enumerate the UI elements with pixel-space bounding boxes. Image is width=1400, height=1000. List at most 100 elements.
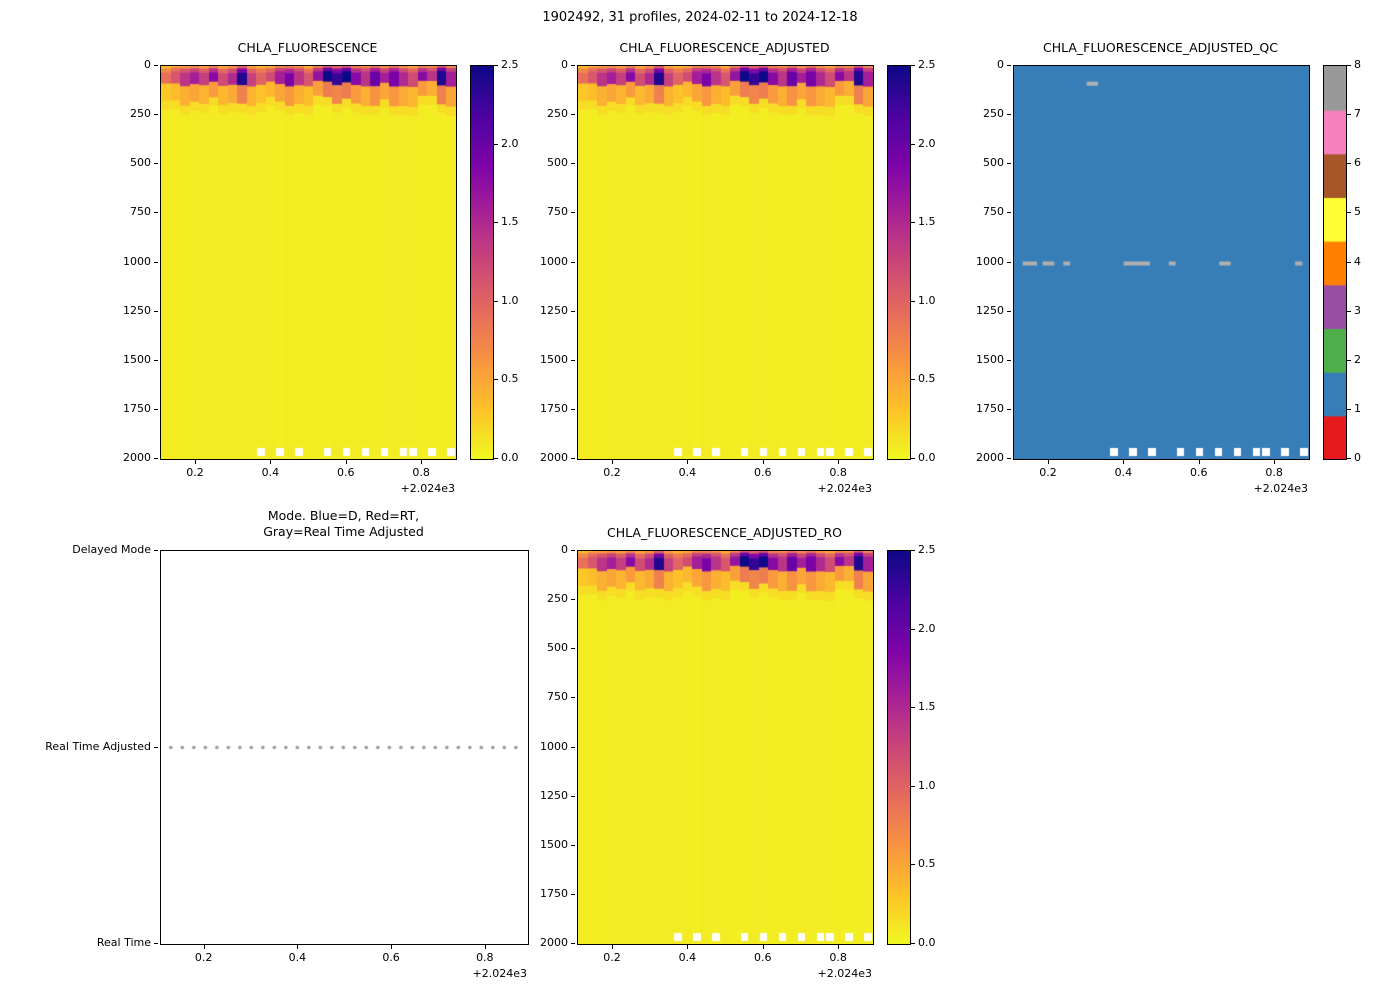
chla-fluorescence-adjusted-ro-y-tick-label: 500 <box>547 641 568 655</box>
chla-fluorescence-adjusted-qc-y-tick-mark <box>1007 360 1011 361</box>
data-mode-y-category-label: Real Time <box>96 936 151 949</box>
data-mode-x-tick-mark <box>391 945 392 949</box>
chla-fluorescence-y-tick-mark <box>154 262 158 263</box>
chla-fluorescence-adjusted-ro-colorbar-tick-mark <box>911 707 915 708</box>
chla-fluorescence-y-tick-mark <box>154 114 158 115</box>
chla-fluorescence-adjusted-ro-y-tick-label: 0 <box>561 543 568 556</box>
chla-fluorescence-adjusted-qc-y-tick-mark <box>1007 212 1011 213</box>
chla-fluorescence-colorbar-tick-label: 1.0 <box>501 293 519 307</box>
chla-fluorescence-y-tick-mark <box>154 311 158 312</box>
chla-fluorescence-adjusted-ro-colorbar-tick-label: 2.5 <box>918 543 936 556</box>
chla-fluorescence-y-tick-label: 1250 <box>123 303 151 317</box>
chla-fluorescence-x-tick-label: 0.4 <box>261 466 280 479</box>
chla-fluorescence-adjusted-ro-colorbar-tick-mark <box>911 629 915 630</box>
chla-fluorescence-adjusted-ro-y-tick-mark <box>571 894 575 895</box>
chla-fluorescence-y-tick-label: 750 <box>130 205 151 219</box>
chla-fluorescence-adjusted-y-tick-label: 750 <box>547 205 568 219</box>
chla-fluorescence-adjusted-qc-colorbar-tick-label: 3 <box>1354 303 1361 317</box>
chla-fluorescence-adjusted-ro-y-tick-label: 750 <box>547 690 568 704</box>
chla-fluorescence-adjusted-qc-title: CHLA_FLUORESCENCE_ADJUSTED_QC <box>1043 40 1278 55</box>
chla-fluorescence-colorbar <box>470 65 494 460</box>
chla-fluorescence-adjusted-ro-y-tick-mark <box>571 648 575 649</box>
chla-fluorescence-adjusted-y-tick-mark <box>571 163 575 164</box>
chla-fluorescence-adjusted-qc-y-tick-mark <box>1007 65 1011 66</box>
chla-fluorescence-colorbar-tick-label: 0.0 <box>501 451 519 464</box>
chla-fluorescence-x-tick-label: 0.8 <box>412 466 430 479</box>
chla-fluorescence-adjusted-y-tick-label: 1000 <box>540 254 568 268</box>
chla-fluorescence-title: CHLA_FLUORESCENCE <box>237 40 378 55</box>
data-mode-x-tick-mark <box>485 945 486 949</box>
chla-fluorescence-y-tick-label: 500 <box>130 156 151 170</box>
data-mode-x-tick-label: 0.4 <box>288 951 307 964</box>
chla-fluorescence-adjusted-ro-x-tick-label: 0.8 <box>829 951 847 964</box>
chla-fluorescence-adjusted-qc-y-tick-mark <box>1007 163 1011 164</box>
chla-fluorescence-adjusted-colorbar-tick-label: 0.0 <box>918 451 936 464</box>
chla-fluorescence-x-tick-mark <box>195 460 196 464</box>
chla-fluorescence-adjusted-ro-colorbar-tick-mark <box>911 864 915 865</box>
chla-fluorescence-adjusted-ro-y-tick-mark <box>571 943 575 944</box>
chla-fluorescence-adjusted-ro-title: CHLA_FLUORESCENCE_ADJUSTED_RO <box>607 525 842 540</box>
chla-fluorescence-colorbar-tick-mark <box>494 458 498 459</box>
chla-fluorescence-adjusted-y-tick-mark <box>571 65 575 66</box>
chla-fluorescence-adjusted-qc-colorbar <box>1323 65 1347 460</box>
chla-fluorescence-adjusted-qc-x-tick-label: 0.4 <box>1114 466 1133 479</box>
chla-fluorescence-adjusted-qc-y-tick-label: 1250 <box>976 303 1004 317</box>
chla-fluorescence-adjusted-ro-colorbar-tick-label: 2.0 <box>918 621 936 635</box>
chla-fluorescence-adjusted-ro-y-tick-mark <box>571 599 575 600</box>
chla-fluorescence-adjusted-ro-x-tick-mark <box>838 945 839 949</box>
chla-fluorescence-colorbar-tick-label: 2.5 <box>501 58 519 71</box>
chla-fluorescence-adjusted-qc-colorbar-tick-label: 4 <box>1354 254 1361 268</box>
chla-fluorescence-adjusted-y-tick-label: 250 <box>547 107 568 121</box>
data-mode-y-tick-mark <box>154 747 158 748</box>
chla-fluorescence-adjusted-ro-colorbar-tick-label: 1.5 <box>918 700 936 714</box>
chla-fluorescence-y-tick-mark <box>154 360 158 361</box>
chla-fluorescence-adjusted-ro-y-tick-label: 2000 <box>540 936 568 949</box>
chla-fluorescence-adjusted-ro-x-tick-mark <box>763 945 764 949</box>
chla-fluorescence-adjusted-y-tick-mark <box>571 360 575 361</box>
chla-fluorescence-colorbar-tick-label: 0.5 <box>501 372 519 386</box>
chla-fluorescence-adjusted-qc-colorbar-tick-mark <box>1347 360 1351 361</box>
chla-fluorescence-adjusted-qc-x-tick-mark <box>1123 460 1124 464</box>
chla-fluorescence-adjusted-qc-y-tick-label: 1500 <box>976 352 1004 366</box>
chla-fluorescence-adjusted-colorbar-tick-mark <box>911 301 915 302</box>
chla-fluorescence-adjusted-qc-colorbar-tick-label: 7 <box>1354 107 1361 121</box>
chla-fluorescence-adjusted-colorbar-tick-label: 2.5 <box>918 58 936 71</box>
figure-suptitle: 1902492, 31 profiles, 2024-02-11 to 2024… <box>542 10 858 25</box>
data-mode-x-tick-mark <box>204 945 205 949</box>
chla-fluorescence-adjusted-qc-y-tick-label: 1000 <box>976 254 1004 268</box>
chla-fluorescence-adjusted-qc-y-tick-label: 500 <box>983 156 1004 170</box>
chla-fluorescence-adjusted-ro-colorbar-tick-label: 0.5 <box>918 857 936 871</box>
chla-fluorescence-adjusted-qc-colorbar-tick-mark <box>1347 65 1351 66</box>
chla-fluorescence-adjusted-colorbar-tick-label: 1.5 <box>918 215 936 229</box>
chla-fluorescence-adjusted-x-offset-label: +2.024e3 <box>817 482 872 495</box>
chla-fluorescence-adjusted-qc-colorbar-tick-mark <box>1347 163 1351 164</box>
chla-fluorescence-adjusted-qc-y-tick-label: 2000 <box>976 451 1004 464</box>
chla-fluorescence-x-tick-label: 0.6 <box>336 466 355 479</box>
chla-fluorescence-adjusted-qc-x-tick-label: 0.8 <box>1265 466 1283 479</box>
chla-fluorescence-adjusted-y-tick-label: 2000 <box>540 451 568 464</box>
chla-fluorescence-y-tick-mark <box>154 458 158 459</box>
chla-fluorescence-adjusted-qc-heatmap-canvas <box>1013 65 1310 460</box>
chla-fluorescence-adjusted-x-tick-label: 0.2 <box>603 466 621 479</box>
chla-fluorescence-adjusted-y-tick-label: 1500 <box>540 352 568 366</box>
chla-fluorescence-adjusted-colorbar-tick-label: 0.5 <box>918 372 936 386</box>
chla-fluorescence-adjusted-y-tick-mark <box>571 458 575 459</box>
data-mode-y-tick-mark <box>154 550 158 551</box>
data-mode-scatter-canvas <box>160 550 529 945</box>
chla-fluorescence-adjusted-ro-y-tick-label: 1500 <box>540 837 568 851</box>
chla-fluorescence-adjusted-x-tick-label: 0.4 <box>678 466 697 479</box>
chla-fluorescence-x-tick-mark <box>421 460 422 464</box>
chla-fluorescence-adjusted-y-tick-mark <box>571 114 575 115</box>
chla-fluorescence-adjusted-y-tick-mark <box>571 212 575 213</box>
chla-fluorescence-adjusted-qc-y-tick-label: 1750 <box>976 401 1004 415</box>
chla-fluorescence-y-tick-label: 1000 <box>123 254 151 268</box>
chla-fluorescence-y-tick-label: 2000 <box>123 451 151 464</box>
chla-fluorescence-adjusted-y-tick-mark <box>571 311 575 312</box>
chla-fluorescence-adjusted-x-tick-mark <box>838 460 839 464</box>
chla-fluorescence-adjusted-ro-colorbar-tick-mark <box>911 786 915 787</box>
chla-fluorescence-y-tick-mark <box>154 409 158 410</box>
chla-fluorescence-colorbar-tick-label: 2.0 <box>501 136 519 150</box>
chla-fluorescence-adjusted-colorbar <box>887 65 911 460</box>
chla-fluorescence-adjusted-ro-y-tick-label: 1750 <box>540 886 568 900</box>
